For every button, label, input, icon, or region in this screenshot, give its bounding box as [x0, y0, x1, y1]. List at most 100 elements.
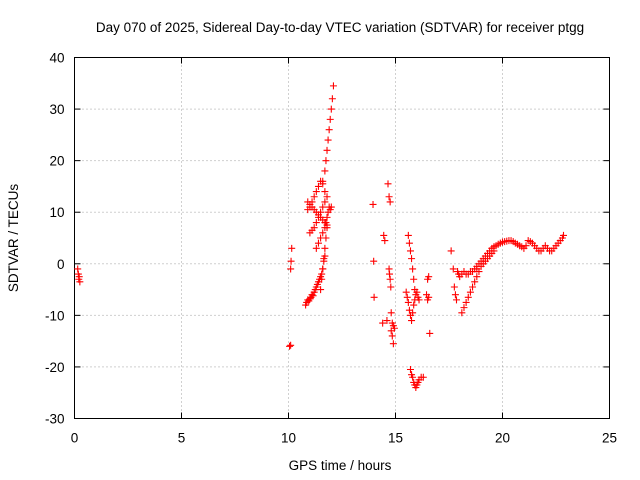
data-point [314, 182, 322, 190]
data-point [322, 157, 330, 165]
data-point [370, 257, 378, 265]
data-point [522, 242, 530, 250]
x-tick-labels: 0 5 10 15 20 25 [71, 431, 617, 446]
data-point [415, 296, 423, 304]
data-point [74, 265, 82, 273]
data-point [471, 278, 479, 286]
data-point [473, 273, 481, 281]
data-point [320, 255, 328, 263]
data-point [469, 283, 477, 291]
y-tick-label: 0 [57, 257, 65, 272]
x-tick-label: 5 [178, 431, 186, 446]
data-point [409, 265, 417, 273]
data-point [310, 224, 318, 232]
data-point [369, 200, 377, 208]
tick-marks [74, 57, 610, 419]
data-point [306, 295, 314, 303]
data-point [404, 231, 412, 239]
data-point [408, 255, 416, 263]
data-point [404, 298, 412, 306]
plot-frame [74, 57, 610, 419]
data-point [410, 301, 418, 309]
data-point [370, 293, 378, 301]
data-point [450, 283, 458, 291]
data-point [405, 239, 413, 247]
data-point [321, 167, 329, 175]
data-point [475, 268, 483, 276]
data-point [384, 180, 392, 188]
data-point [323, 193, 331, 201]
data-point [423, 291, 431, 299]
data-point [390, 324, 398, 332]
x-tick-label: 0 [71, 431, 79, 446]
data-point [318, 275, 326, 283]
data-point [319, 177, 327, 185]
data-point [321, 188, 329, 196]
data-series [74, 82, 567, 392]
data-point [406, 247, 414, 255]
data-point [319, 203, 327, 211]
data-point [327, 203, 335, 211]
y-tick-label: -30 [45, 412, 65, 427]
data-point [314, 239, 322, 247]
data-point [408, 317, 416, 325]
data-point [324, 136, 332, 144]
data-point [323, 213, 331, 221]
y-axis-label: SDTVAR / TECUs [6, 184, 21, 293]
data-point [381, 237, 389, 245]
data-point [402, 288, 410, 296]
data-point [327, 105, 335, 113]
data-point [326, 115, 334, 123]
data-point [388, 332, 396, 340]
data-point [449, 265, 457, 273]
data-point [403, 293, 411, 301]
data-point [380, 231, 388, 239]
data-point [287, 257, 295, 265]
y-tick-label: 10 [49, 205, 64, 220]
data-point [387, 283, 395, 291]
data-point [317, 208, 325, 216]
data-point [559, 231, 567, 239]
data-point [328, 95, 336, 103]
y-tick-label: -10 [45, 308, 65, 323]
data-point [458, 309, 466, 317]
data-point [464, 293, 472, 301]
data-point [329, 82, 337, 90]
data-point [425, 273, 433, 281]
x-tick-label: 20 [495, 431, 510, 446]
data-point [312, 244, 320, 252]
data-point [322, 219, 330, 227]
data-point [452, 296, 460, 304]
data-point [323, 146, 331, 154]
data-point [317, 286, 325, 294]
data-point [310, 193, 318, 201]
x-tick-label: 15 [388, 431, 403, 446]
x-tick-label: 25 [602, 431, 617, 446]
data-point [319, 265, 327, 273]
y-tick-label: 30 [49, 102, 64, 117]
data-point [76, 278, 84, 286]
data-point [309, 292, 317, 300]
data-point [411, 286, 419, 294]
y-tick-labels: -30 -20 -10 0 10 20 30 40 [45, 51, 65, 427]
data-point [419, 373, 427, 381]
data-point [314, 213, 322, 221]
data-point [288, 244, 296, 252]
data-point [466, 288, 474, 296]
data-point [312, 188, 320, 196]
chart-title: Day 070 of 2025, Sidereal Day-to-day VTE… [96, 20, 584, 35]
data-point [447, 247, 455, 255]
data-point [426, 329, 434, 337]
y-tick-label: -20 [45, 360, 65, 375]
data-point [385, 193, 393, 201]
data-point [409, 309, 417, 317]
data-point [462, 298, 470, 306]
data-point [323, 224, 331, 232]
x-axis-label: GPS time / hours [289, 458, 392, 473]
data-point [325, 126, 333, 134]
y-tick-label: 40 [49, 51, 64, 66]
data-point [287, 341, 295, 349]
data-point [319, 229, 327, 237]
data-point [386, 198, 394, 206]
